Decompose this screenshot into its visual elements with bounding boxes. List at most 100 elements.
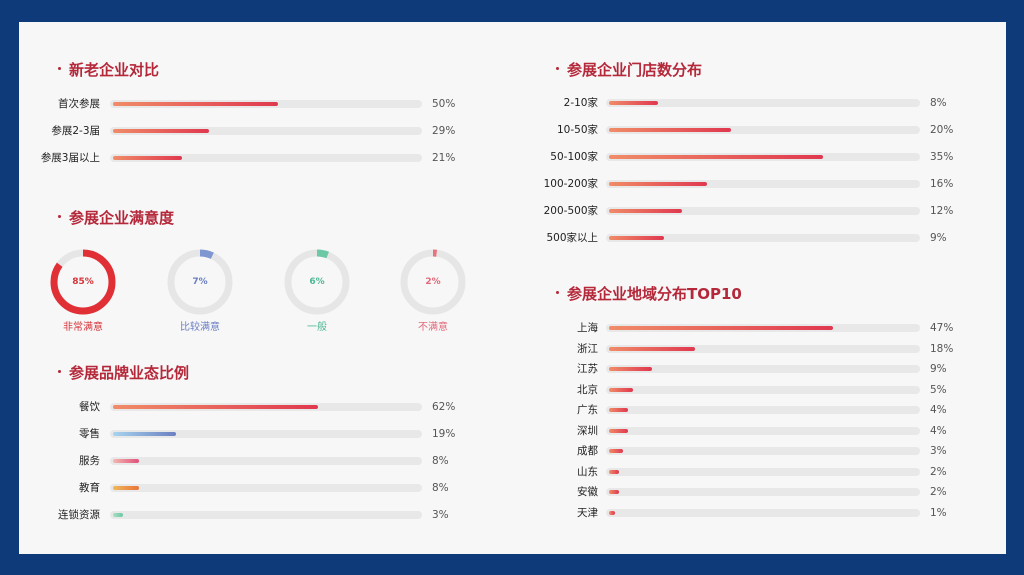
bar-value-label: 9% [930, 363, 947, 375]
bar-track [606, 99, 920, 107]
bar-value-label: 29% [432, 125, 456, 137]
title-dot-icon [58, 215, 61, 218]
bar-track [110, 403, 422, 411]
bar-value-label: 35% [930, 151, 954, 163]
bar-track [606, 467, 920, 476]
bar-fill [113, 432, 176, 436]
bar-fill [113, 129, 209, 133]
region-bar-row: 成都 3% [0, 443, 1024, 459]
brand-bar-row: 服务 8% [0, 453, 1024, 469]
donut-arc [400, 249, 466, 315]
bar-value-label: 3% [930, 445, 947, 457]
donut-category-label: 一般 [307, 322, 327, 333]
donut-category-label: 非常满意 [63, 322, 103, 333]
stores-bar-row: 2-10家 8% [0, 95, 1024, 111]
bar-fill [609, 209, 683, 213]
bar-value-label: 4% [930, 404, 947, 416]
bar-value-label: 8% [432, 455, 449, 467]
bar-value-label: 1% [930, 506, 947, 519]
bar-category-label: 深圳 [577, 424, 598, 437]
bar-fill [113, 156, 183, 160]
bar-value-label: 62% [432, 401, 456, 413]
bar-value-label: 9% [930, 232, 947, 244]
donut-percent-label: 6% [309, 277, 325, 287]
bar-fill [113, 513, 123, 517]
bar-track [606, 385, 920, 394]
title-dot-icon [58, 67, 61, 70]
satisfaction-donut: 85% 非常满意 [49, 248, 117, 333]
brand-bar-row: 零售 19% [0, 426, 1024, 442]
bar-value-label: 3% [432, 509, 449, 521]
region-bar-row: 深圳 4% [0, 423, 1024, 439]
bar-track [606, 488, 920, 496]
bar-fill [609, 449, 624, 453]
bar-value-label: 2% [930, 486, 947, 498]
bar-track [606, 365, 920, 373]
bar-fill [113, 459, 140, 463]
bar-fill [609, 469, 619, 474]
region-bar-row: 山东 2% [0, 464, 1024, 480]
bar-value-label: 20% [930, 124, 954, 136]
bar-category-label: 成都 [577, 445, 598, 457]
bar-track [606, 508, 920, 517]
bar-fill [609, 128, 732, 132]
bar-track [606, 406, 920, 414]
bar-track [606, 344, 920, 353]
bar-value-label: 19% [432, 428, 456, 440]
satisfaction-donut: 6% 一般 [283, 248, 351, 333]
satisfaction-donut: 2% 不满意 [399, 248, 467, 333]
bar-track [606, 426, 920, 435]
bar-category-label: 天津 [577, 506, 598, 519]
section-title-text: 参展企业门店数分布 [567, 61, 703, 79]
donut-category-label: 不满意 [418, 322, 448, 333]
bar-value-label: 12% [930, 205, 954, 217]
section-title-satisfaction: 参展企业满意度 [58, 207, 174, 228]
section-title-stores: 参展企业门店数分布 [556, 59, 702, 80]
bar-category-label: 山东 [577, 465, 598, 478]
bar-category-label: 安徽 [577, 486, 598, 498]
bar-track [606, 234, 920, 242]
bar-value-label: 4% [930, 424, 947, 437]
bar-category-label: 北京 [577, 383, 598, 396]
bar-category-label: 浙江 [577, 342, 598, 355]
bar-track [110, 100, 422, 108]
bar-fill [113, 405, 318, 409]
bar-value-label: 5% [930, 383, 947, 396]
new_old-bar-row: 参展2-3届 29% [0, 123, 1024, 139]
bar-category-label: 500家以上 [546, 232, 598, 244]
region-bar-row: 广东 4% [0, 402, 1024, 418]
region-bar-row: 北京 5% [0, 382, 1024, 398]
bar-fill [113, 102, 278, 106]
donut-percent-label: 7% [192, 277, 208, 287]
bar-category-label: 参展3届以上 [40, 152, 100, 164]
region-bar-row: 浙江 18% [0, 341, 1024, 357]
bar-fill [609, 346, 695, 351]
section-title-brand: 参展品牌业态比例 [58, 362, 189, 383]
section-title-text: 参展品牌业态比例 [69, 364, 190, 382]
stores-bar-row: 10-50家 20% [0, 122, 1024, 138]
bar-fill [609, 387, 633, 392]
brand-bar-row: 教育 8% [0, 480, 1024, 496]
bar-track [110, 457, 422, 465]
donut-arc [167, 249, 233, 315]
section-title-region: 参展企业地域分布TOP10 [556, 283, 742, 304]
bar-track [606, 207, 920, 215]
dashboard-panel [19, 22, 1006, 554]
stores-bar-row: 50-100家 35% [0, 149, 1024, 165]
region-bar-row: 安徽 2% [0, 484, 1024, 500]
bar-category-label: 连锁资源 [58, 509, 100, 521]
bar-track [110, 484, 422, 492]
bar-value-label: 18% [930, 342, 954, 355]
donut-svg [400, 249, 466, 315]
bar-track [606, 447, 920, 455]
bar-value-label: 2% [930, 465, 947, 478]
bar-category-label: 50-100家 [550, 151, 598, 163]
donut-svg [50, 249, 116, 315]
bar-category-label: 江苏 [577, 363, 598, 375]
bar-category-label: 10-50家 [556, 124, 598, 136]
bar-fill [609, 182, 707, 186]
bar-category-label: 广东 [577, 404, 598, 416]
bar-category-label: 上海 [577, 322, 598, 334]
bar-fill [609, 155, 824, 159]
stores-bar-row: 200-500家 12% [0, 203, 1024, 219]
